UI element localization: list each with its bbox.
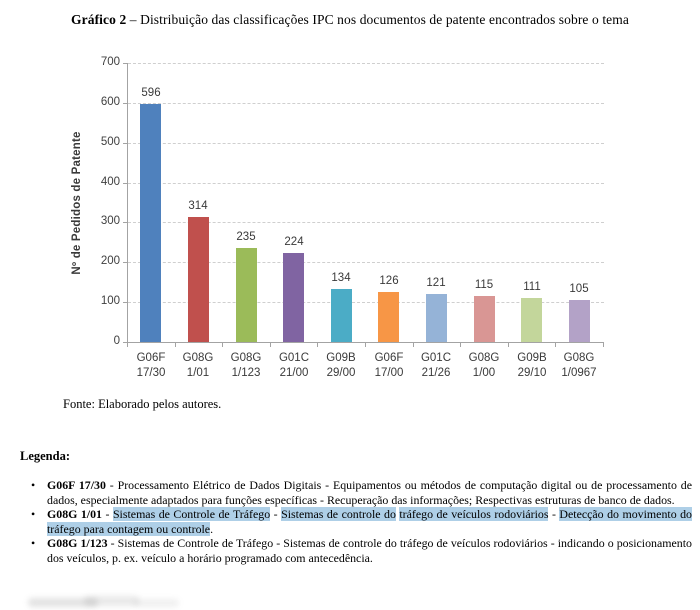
- gridline: [128, 63, 604, 64]
- legend-highlighted-text: Sistemas de controle do: [281, 507, 396, 522]
- bar: [426, 294, 447, 342]
- x-category-label: G01C 21/26: [420, 352, 452, 379]
- bullet-icon: •: [31, 536, 36, 551]
- y-tick-label: 0: [113, 335, 120, 347]
- x-category-label: G06F 17/00: [374, 352, 404, 379]
- legend-item: • G06F 17/30 - Processamento Elétrico de …: [31, 478, 692, 507]
- gridline: [128, 222, 604, 223]
- bar-value-label: 111: [523, 281, 541, 293]
- x-tick-mark: [603, 343, 604, 347]
- x-tick-mark: [555, 343, 556, 347]
- bar: [236, 248, 257, 342]
- bar-value-label: 126: [379, 275, 399, 287]
- x-category-label: G09B 29/00: [326, 352, 356, 379]
- legend-text: -: [102, 507, 113, 522]
- gridline: [128, 103, 604, 104]
- legend-text: .: [210, 521, 214, 536]
- gridline: [128, 262, 604, 263]
- bar-value-label: 224: [284, 236, 304, 248]
- x-tick-mark: [460, 343, 461, 347]
- y-tick-mark: [123, 222, 127, 223]
- bar-value-label: 115: [474, 279, 494, 291]
- legend-text: - Processamento Elétrico de Dados Digita…: [47, 478, 692, 507]
- legend-list: • G06F 17/30 - Processamento Elétrico de …: [31, 478, 693, 566]
- bar-value-label: 596: [141, 87, 161, 99]
- y-tick-label: 500: [100, 136, 120, 148]
- figure-title: Gráfico 2 – Distribuição das classificaç…: [0, 12, 700, 28]
- legend-item-code: G06F 17/30: [47, 478, 106, 492]
- cutoff-text-smudge: [24, 594, 184, 609]
- x-category-label: G08G 1/123: [230, 352, 262, 379]
- x-tick-mark: [508, 343, 509, 347]
- bar: [569, 300, 590, 342]
- x-category-label: G06F 17/30: [136, 352, 166, 379]
- gridline: [128, 302, 604, 303]
- y-tick-mark: [123, 302, 127, 303]
- legend-highlighted-text: Sistemas de Controle de Tráfego: [112, 507, 271, 522]
- bar: [521, 298, 542, 342]
- y-tick-mark: [123, 262, 127, 263]
- figure-title-label: Gráfico 2: [71, 12, 127, 27]
- y-tick-mark: [123, 342, 127, 343]
- smudge-blob: [84, 596, 139, 606]
- bar-value-label: 134: [331, 272, 351, 284]
- y-tick-mark: [123, 143, 127, 144]
- y-tick-label: 600: [100, 96, 120, 108]
- bar-chart: Nº de Pedidos de Patente 0 100 200 300 400 50…: [71, 56, 604, 379]
- legend-item: • G08G 1/123 - Sistemas de Controle de Tr…: [31, 536, 692, 565]
- bar: [331, 289, 352, 342]
- bar-value-label: 121: [426, 277, 446, 289]
- y-tick-label: 300: [100, 215, 120, 227]
- x-category-label: G08G 1/00: [468, 352, 500, 379]
- x-tick-mark: [365, 343, 366, 347]
- bar: [474, 296, 495, 342]
- legend-text: - Sistemas de Controle de Tráfego - Sist…: [47, 536, 692, 565]
- y-tick-label: 400: [100, 176, 120, 188]
- x-category-label: G09B 29/10: [517, 352, 547, 379]
- y-tick-label: 700: [100, 56, 120, 68]
- y-tick-label: 200: [100, 255, 120, 267]
- bar: [283, 253, 304, 342]
- x-tick-mark: [222, 343, 223, 347]
- x-category-label: G08G 1/01: [182, 352, 214, 379]
- y-tick-mark: [123, 63, 127, 64]
- x-tick-mark: [270, 343, 271, 347]
- y-tick-label: 100: [100, 295, 120, 307]
- bullet-icon: •: [31, 478, 36, 492]
- gridline: [128, 183, 604, 184]
- source-note: Fonte: Elaborado pelos autores.: [63, 397, 222, 411]
- smudge-blob: [28, 598, 98, 607]
- smudge-blob: [134, 599, 179, 607]
- legend-item: • G08G 1/01 - Sistemas de Controle de Trá…: [31, 507, 693, 536]
- y-tick-mark: [123, 103, 127, 104]
- figure-title-text: – Distribuição das classificações IPC no…: [126, 12, 629, 27]
- y-axis-title: Nº de Pedidos de Patente: [71, 131, 83, 275]
- bar-value-label: 314: [188, 200, 208, 212]
- legend-highlighted-text: tráfego de veículos rodoviários: [399, 507, 549, 522]
- x-axis-line: [127, 342, 604, 343]
- bar-value-label: 235: [236, 231, 256, 243]
- x-category-label: G08G 1/0967: [561, 352, 597, 379]
- bullet-icon: •: [31, 507, 36, 522]
- legend-item-code: G08G 1/123: [47, 536, 108, 551]
- x-tick-mark: [413, 343, 414, 347]
- legend-item-code: G08G 1/01: [47, 507, 103, 522]
- bar: [378, 292, 399, 342]
- bar-value-label: 105: [569, 283, 589, 295]
- legend-text: -: [270, 507, 282, 522]
- gridline: [128, 143, 604, 144]
- x-tick-mark: [127, 343, 128, 347]
- bar: [140, 104, 161, 342]
- bar: [188, 217, 209, 342]
- legend-heading: Legenda:: [20, 449, 70, 463]
- y-axis-line: [127, 63, 128, 343]
- x-tick-mark: [317, 343, 318, 347]
- x-category-label: G01C 21/00: [278, 352, 310, 379]
- x-tick-mark: [175, 343, 176, 347]
- y-tick-mark: [123, 183, 127, 184]
- legend-text: -: [548, 507, 560, 522]
